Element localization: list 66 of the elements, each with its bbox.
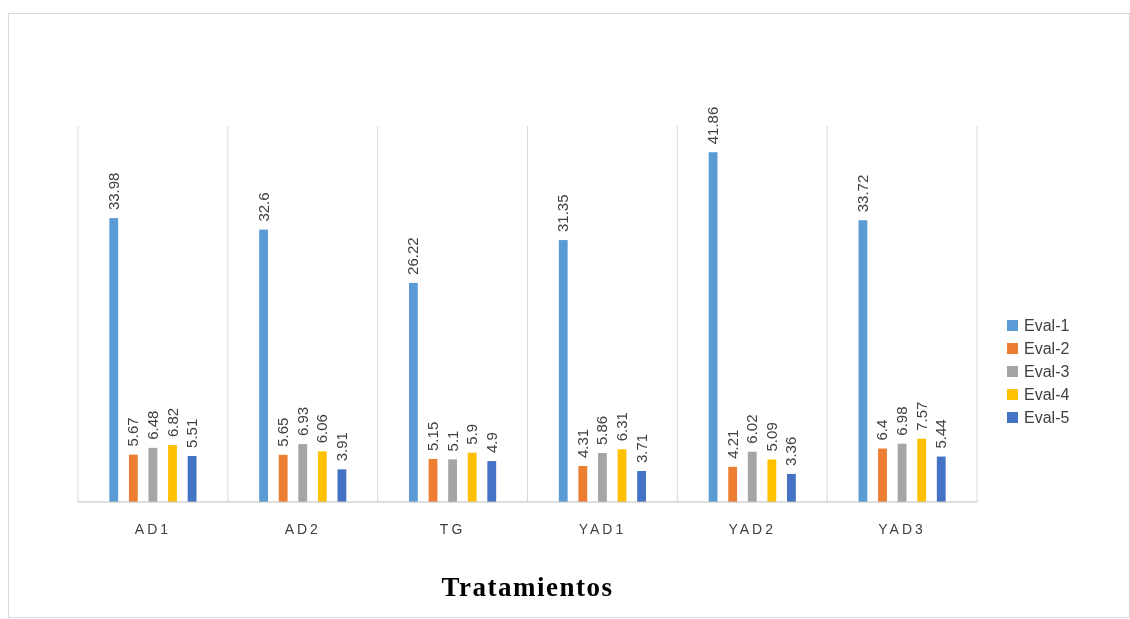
data-label: 5.09 xyxy=(762,422,780,452)
x-tick-label: AD2 xyxy=(284,521,321,537)
legend-label: Eval-4 xyxy=(1024,386,1070,403)
bar xyxy=(109,218,119,502)
x-axis-title: Tratamientos xyxy=(441,572,614,602)
bar xyxy=(917,438,927,502)
bar xyxy=(317,451,327,502)
data-label: 5.65 xyxy=(274,417,292,447)
data-label: 3.71 xyxy=(632,433,650,463)
legend-label: Eval-2 xyxy=(1024,340,1070,357)
data-label: 4.31 xyxy=(573,428,591,458)
data-label: 5.9 xyxy=(463,423,481,445)
data-label: 5.86 xyxy=(593,415,611,446)
bar xyxy=(409,282,418,502)
bar xyxy=(637,471,646,502)
data-label: 5.67 xyxy=(124,417,142,447)
data-label: 6.31 xyxy=(613,412,630,442)
data-label: 33.98 xyxy=(104,172,122,211)
data-label: 32.6 xyxy=(254,192,272,222)
bar xyxy=(578,465,588,502)
data-label: 5.44 xyxy=(932,419,950,449)
bar xyxy=(298,444,308,502)
legend-label: Eval-5 xyxy=(1024,409,1070,426)
data-label: 5.51 xyxy=(183,418,201,448)
bar xyxy=(787,473,796,502)
x-tick-label: YAD3 xyxy=(878,521,926,537)
bar xyxy=(708,152,718,502)
data-label: 33.72 xyxy=(853,174,871,213)
bar xyxy=(878,448,887,502)
bar xyxy=(128,454,138,502)
x-tick-label: TG xyxy=(439,521,466,537)
legend-label: Eval-1 xyxy=(1024,317,1070,334)
data-label: 6.98 xyxy=(893,406,911,436)
x-tick-label: YAD1 xyxy=(578,521,627,537)
data-label: 3.91 xyxy=(332,432,350,462)
data-label: 41.86 xyxy=(704,106,722,145)
x-tick-label: YAD2 xyxy=(728,521,777,537)
data-label: 7.57 xyxy=(912,401,930,431)
bar xyxy=(558,240,568,502)
data-label: 6.48 xyxy=(143,410,161,440)
bar xyxy=(448,459,457,502)
data-label: 3.36 xyxy=(782,436,800,466)
bar xyxy=(747,451,757,502)
data-label: 6.82 xyxy=(163,407,181,438)
data-label: 6.93 xyxy=(293,406,311,437)
bar xyxy=(278,454,288,502)
data-label: 26.22 xyxy=(404,237,422,275)
data-label: 6.02 xyxy=(743,414,761,444)
data-label: 4.9 xyxy=(482,432,500,454)
bar xyxy=(728,466,738,502)
bar xyxy=(168,445,177,502)
bar xyxy=(259,229,268,502)
bar xyxy=(598,453,607,502)
bar xyxy=(858,220,868,502)
legend-label: Eval-3 xyxy=(1024,363,1070,380)
data-label: 5.15 xyxy=(424,421,441,451)
data-label: 5.1 xyxy=(443,430,461,452)
data-label: 6.06 xyxy=(313,414,331,444)
data-label: 6.4 xyxy=(873,419,891,441)
x-tick-label: AD1 xyxy=(134,521,172,537)
bar xyxy=(936,456,946,502)
data-label: 4.21 xyxy=(723,429,741,459)
bar xyxy=(467,452,477,502)
data-label: 31.35 xyxy=(554,194,572,233)
bar xyxy=(767,459,777,502)
bar xyxy=(487,461,497,502)
